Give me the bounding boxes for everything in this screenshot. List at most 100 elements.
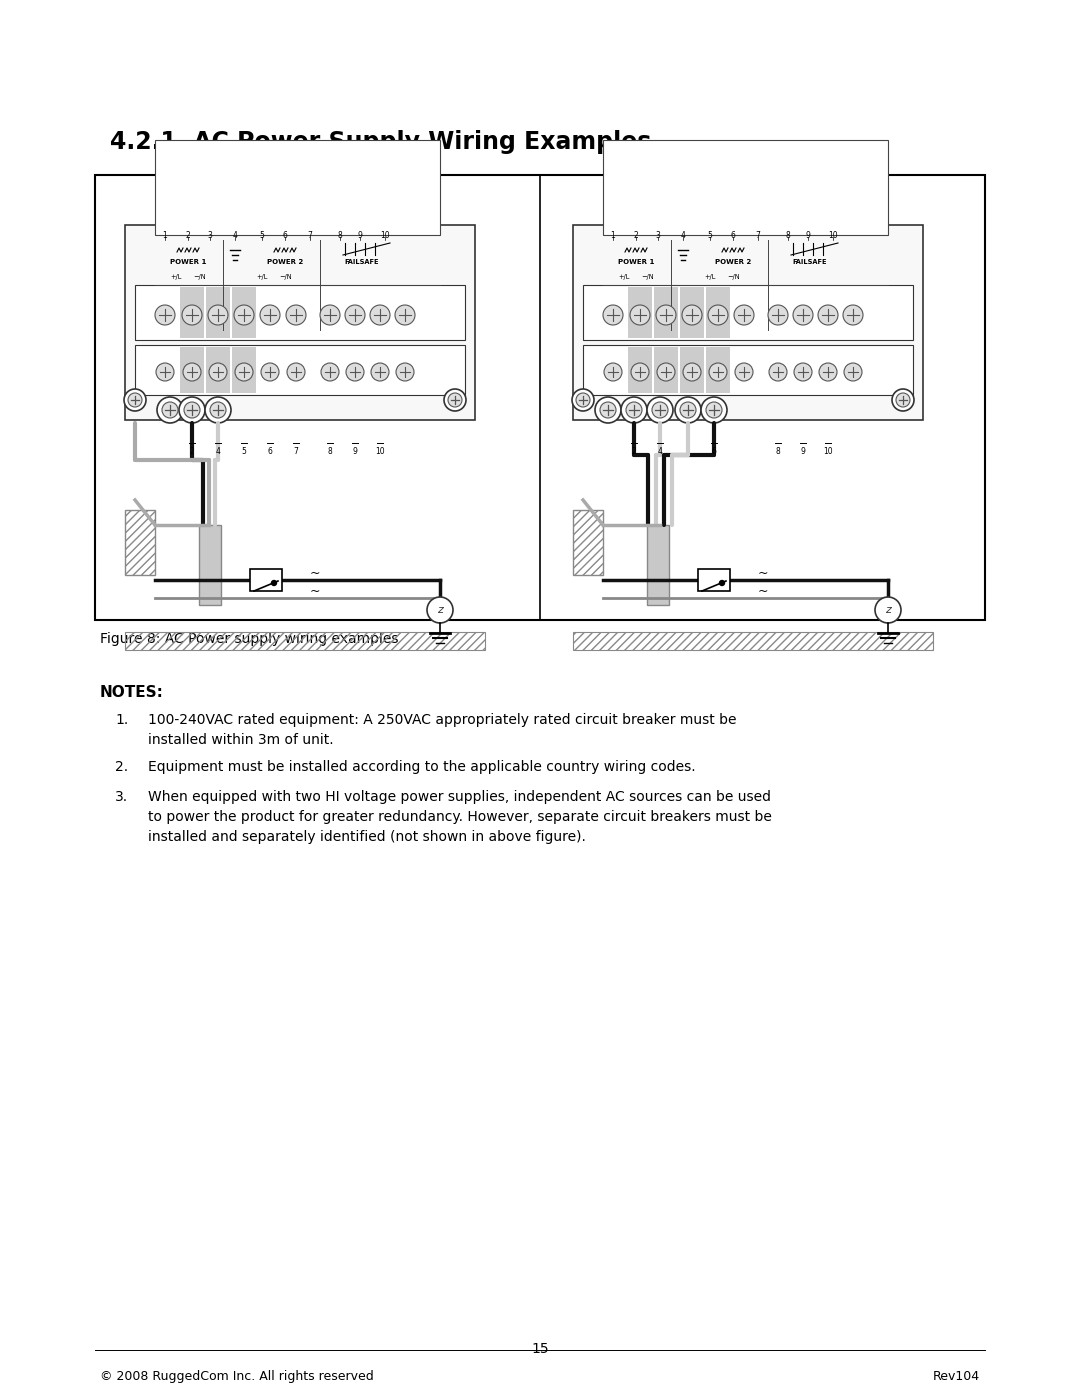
Circle shape bbox=[818, 305, 838, 326]
Text: 1: 1 bbox=[610, 231, 616, 240]
Circle shape bbox=[626, 402, 642, 418]
Text: 4.2.1  AC Power Supply Wiring Examples: 4.2.1 AC Power Supply Wiring Examples bbox=[110, 130, 651, 154]
Bar bbox=[603, 140, 888, 235]
Text: installed within 3m of unit.: installed within 3m of unit. bbox=[148, 733, 334, 747]
Text: −/N: −/N bbox=[642, 274, 654, 279]
Text: 7: 7 bbox=[308, 231, 312, 240]
Bar bbox=[199, 525, 221, 605]
Bar bbox=[680, 346, 704, 393]
Circle shape bbox=[647, 397, 673, 423]
Bar bbox=[206, 346, 230, 393]
Circle shape bbox=[129, 393, 141, 407]
Bar bbox=[706, 286, 730, 338]
Circle shape bbox=[156, 305, 175, 326]
Circle shape bbox=[448, 393, 462, 407]
Bar bbox=[232, 346, 256, 393]
Text: +/L: +/L bbox=[619, 274, 630, 279]
Circle shape bbox=[234, 305, 254, 326]
Circle shape bbox=[208, 305, 228, 326]
Circle shape bbox=[683, 363, 701, 381]
Text: 6: 6 bbox=[730, 231, 735, 240]
Text: © 2008 RuggedCom Inc. All rights reserved: © 2008 RuggedCom Inc. All rights reserve… bbox=[100, 1370, 374, 1383]
Circle shape bbox=[183, 305, 202, 326]
Bar bbox=[627, 286, 652, 338]
Circle shape bbox=[621, 397, 647, 423]
Bar bbox=[125, 510, 156, 576]
Circle shape bbox=[793, 305, 813, 326]
Text: 4: 4 bbox=[232, 231, 238, 240]
Circle shape bbox=[286, 305, 306, 326]
Bar bbox=[654, 346, 678, 393]
Bar bbox=[180, 286, 204, 338]
Text: 4: 4 bbox=[216, 447, 220, 455]
Bar bbox=[156, 140, 440, 235]
Circle shape bbox=[271, 581, 276, 585]
Text: 3: 3 bbox=[656, 231, 661, 240]
Text: ~: ~ bbox=[758, 584, 768, 598]
Circle shape bbox=[843, 305, 863, 326]
Circle shape bbox=[205, 397, 231, 423]
Circle shape bbox=[572, 388, 594, 411]
Circle shape bbox=[706, 402, 723, 418]
Circle shape bbox=[701, 397, 727, 423]
Text: POWER 2: POWER 2 bbox=[267, 258, 303, 265]
Bar bbox=[95, 175, 985, 620]
Circle shape bbox=[595, 397, 621, 423]
Circle shape bbox=[708, 363, 727, 381]
Circle shape bbox=[372, 363, 389, 381]
Circle shape bbox=[157, 397, 183, 423]
Text: −/N: −/N bbox=[728, 274, 740, 279]
Bar bbox=[206, 286, 230, 338]
Text: 3: 3 bbox=[207, 231, 213, 240]
Circle shape bbox=[162, 402, 178, 418]
Bar bbox=[583, 345, 913, 395]
Circle shape bbox=[210, 402, 226, 418]
Circle shape bbox=[210, 363, 227, 381]
Circle shape bbox=[261, 363, 279, 381]
Circle shape bbox=[396, 363, 414, 381]
Text: FAILSAFE: FAILSAFE bbox=[345, 258, 379, 265]
Circle shape bbox=[794, 363, 812, 381]
Text: z: z bbox=[437, 605, 443, 615]
Bar bbox=[583, 285, 913, 339]
Text: 6: 6 bbox=[283, 231, 287, 240]
Circle shape bbox=[287, 363, 305, 381]
Circle shape bbox=[346, 363, 364, 381]
Bar bbox=[654, 286, 678, 338]
Text: 4: 4 bbox=[680, 231, 686, 240]
Text: 10: 10 bbox=[828, 231, 838, 240]
Text: 100-240VAC rated equipment: A 250VAC appropriately rated circuit breaker must be: 100-240VAC rated equipment: A 250VAC app… bbox=[148, 712, 737, 726]
Text: Rev104: Rev104 bbox=[933, 1370, 980, 1383]
Text: When equipped with two HI voltage power supplies, independent AC sources can be : When equipped with two HI voltage power … bbox=[148, 789, 771, 805]
Circle shape bbox=[444, 388, 465, 411]
Text: Equipment must be installed according to the applicable country wiring codes.: Equipment must be installed according to… bbox=[148, 760, 696, 774]
Circle shape bbox=[734, 305, 754, 326]
Text: 1.: 1. bbox=[114, 712, 129, 726]
Circle shape bbox=[604, 363, 622, 381]
Circle shape bbox=[896, 393, 910, 407]
Circle shape bbox=[183, 363, 201, 381]
Circle shape bbox=[892, 388, 914, 411]
Text: 6: 6 bbox=[712, 447, 716, 455]
Circle shape bbox=[719, 581, 725, 585]
Text: 4: 4 bbox=[658, 447, 662, 455]
Text: 2: 2 bbox=[186, 231, 190, 240]
Text: 5: 5 bbox=[259, 231, 265, 240]
Circle shape bbox=[603, 305, 623, 326]
Text: ~: ~ bbox=[310, 584, 321, 598]
Text: 2.: 2. bbox=[114, 760, 129, 774]
Text: installed and separately identified (not shown in above figure).: installed and separately identified (not… bbox=[148, 830, 585, 844]
Text: +/L: +/L bbox=[256, 274, 268, 279]
Bar bbox=[125, 225, 475, 420]
Circle shape bbox=[235, 363, 253, 381]
Text: 3.: 3. bbox=[114, 789, 129, 805]
Text: 9: 9 bbox=[806, 231, 810, 240]
Text: 9: 9 bbox=[800, 447, 806, 455]
Circle shape bbox=[321, 363, 339, 381]
Circle shape bbox=[769, 363, 787, 381]
Circle shape bbox=[680, 402, 696, 418]
Circle shape bbox=[156, 363, 174, 381]
Bar bbox=[573, 225, 923, 420]
Circle shape bbox=[320, 305, 340, 326]
Text: 6: 6 bbox=[268, 447, 272, 455]
